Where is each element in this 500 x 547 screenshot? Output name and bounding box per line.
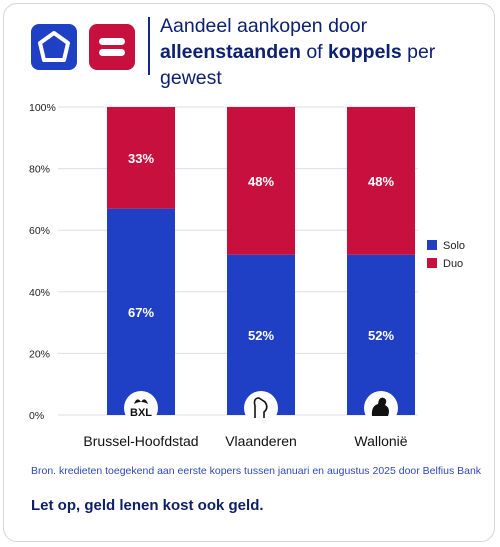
source-note: Bron. kredieten toegekend aan eerste kop… [31,465,482,477]
rooster-icon [371,397,389,416]
y-tick-label: 0% [29,410,44,422]
region-badge-BXL [124,391,158,425]
header-divider [148,17,150,75]
legend-label: Solo [443,240,465,252]
region-badge-text: BXL [130,407,152,419]
iris-icon [134,399,148,404]
y-tick-label: 80% [29,164,50,176]
lion-icon [253,397,268,418]
legend-label: Duo [443,258,463,270]
data-label: 52% [368,328,394,343]
region-badge-lion-icon [244,391,278,425]
bar-segment-duo [227,107,295,255]
data-label: 67% [128,305,154,320]
bar-segment-solo [107,208,175,415]
x-category-label: Wallonië [354,433,407,449]
loan-warning: Let op, geld lenen kost ook geld. [31,497,264,514]
y-tick-label: 40% [29,287,50,299]
data-label: 48% [248,174,274,189]
y-tick-label: 60% [29,225,50,237]
home-logo-icon [31,24,77,70]
chart-title: Aandeel aankopen door alleenstaanden of k… [160,15,436,89]
bar-segment-solo [347,254,415,415]
bar-segment-duo [107,107,175,209]
legend-swatch-duo [427,258,437,268]
y-tick-label: 20% [29,348,50,360]
data-label: 33% [128,151,154,166]
bar-segment-duo [347,107,415,255]
data-label: 48% [368,174,394,189]
legend-swatch-solo [427,240,437,250]
data-label: 52% [248,328,274,343]
x-category-label: Vlaanderen [225,433,297,449]
bar-segment-solo [227,254,295,415]
y-tick-label: 100% [29,102,56,114]
equals-logo-icon [89,24,135,70]
x-category-label: Brussel-Hoofdstad [83,433,198,449]
